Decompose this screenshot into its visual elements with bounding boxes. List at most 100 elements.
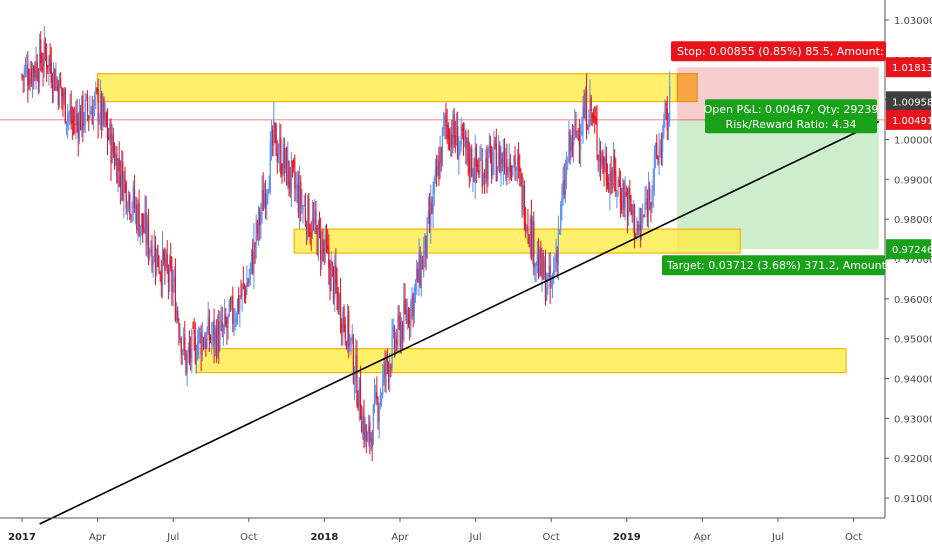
candle xyxy=(568,131,570,162)
candle xyxy=(274,122,276,127)
candle xyxy=(241,284,243,296)
candle xyxy=(218,321,220,352)
candle xyxy=(240,296,242,298)
candle xyxy=(56,81,58,83)
candle xyxy=(603,165,605,173)
candle xyxy=(222,325,225,332)
candle xyxy=(65,121,68,125)
candle xyxy=(342,311,344,336)
candle xyxy=(491,150,493,177)
candle xyxy=(630,196,632,210)
candle xyxy=(667,119,670,128)
candle xyxy=(405,309,407,321)
candle xyxy=(369,422,371,442)
candle xyxy=(457,126,459,160)
candle xyxy=(94,95,96,106)
candle xyxy=(645,202,647,205)
candle xyxy=(254,243,256,248)
candle xyxy=(256,223,258,234)
candle xyxy=(76,114,78,120)
candle xyxy=(443,123,445,130)
candle xyxy=(269,143,271,192)
candle xyxy=(623,182,625,207)
candle xyxy=(58,76,61,108)
candle xyxy=(580,138,582,151)
candle xyxy=(29,72,31,87)
candle xyxy=(557,233,559,265)
candle xyxy=(565,161,568,175)
target-banner xyxy=(662,255,885,276)
plot-area[interactable] xyxy=(0,26,885,525)
candle xyxy=(235,318,237,323)
candle xyxy=(469,147,472,176)
candle xyxy=(343,307,345,328)
candle xyxy=(669,86,671,123)
candle xyxy=(354,382,356,384)
candle xyxy=(309,233,311,236)
candle xyxy=(516,159,518,170)
candle xyxy=(289,181,291,188)
candle xyxy=(502,151,504,168)
price-tag-label: 0.97246 xyxy=(892,245,932,256)
candle xyxy=(329,265,331,289)
candle xyxy=(467,137,469,163)
candle xyxy=(480,159,482,161)
candle xyxy=(123,176,125,202)
candle xyxy=(24,66,27,74)
candle xyxy=(344,324,346,339)
candle xyxy=(303,205,305,207)
candle xyxy=(261,190,263,210)
candle xyxy=(191,330,193,362)
candle xyxy=(324,233,326,251)
candle xyxy=(54,69,56,91)
price-tag-label: 1.00958 xyxy=(892,97,932,108)
time-tick-label: 2017 xyxy=(8,532,36,543)
candle xyxy=(460,124,462,144)
candle xyxy=(628,189,630,217)
candle xyxy=(407,312,410,325)
price-axis[interactable]: 1.030001.020001.010001.000000.990000.980… xyxy=(884,0,932,550)
stop-banner-text: Stop: 0.00855 (0.85%) 85.5, Amount: 750 xyxy=(677,45,908,58)
candle xyxy=(615,171,617,192)
candle xyxy=(461,128,463,132)
candle xyxy=(478,169,480,175)
candle xyxy=(476,164,479,167)
candle xyxy=(284,148,287,166)
candle xyxy=(48,56,50,68)
candle xyxy=(211,336,213,341)
candle xyxy=(295,186,297,191)
candle xyxy=(104,111,106,119)
candle xyxy=(112,136,114,153)
candle xyxy=(293,160,295,169)
candle xyxy=(539,248,541,274)
time-axis[interactable]: 2017 Apr Jul Oct 2018 Apr Jul Oct 2019 Apr Jul Oct xyxy=(0,517,885,543)
price-tick-label: 0.93000 xyxy=(894,414,932,425)
candle xyxy=(220,319,222,324)
candle xyxy=(534,265,536,267)
candle xyxy=(85,95,88,99)
candle xyxy=(184,337,186,351)
candle xyxy=(535,262,537,267)
price-tag xyxy=(886,57,931,78)
candle xyxy=(599,150,602,167)
candle xyxy=(435,166,438,178)
candle xyxy=(219,323,221,350)
candle xyxy=(150,249,152,253)
candle xyxy=(38,41,41,84)
candle xyxy=(505,162,507,169)
candle xyxy=(282,144,284,175)
candle xyxy=(558,230,561,232)
candle xyxy=(144,211,146,230)
candle xyxy=(171,266,173,292)
candle xyxy=(366,435,369,442)
zone-resistance xyxy=(96,73,696,103)
candle xyxy=(242,282,244,284)
candle xyxy=(592,114,595,118)
candle xyxy=(651,190,653,208)
candle xyxy=(439,149,441,177)
candle xyxy=(146,221,148,245)
candle xyxy=(192,326,194,329)
candle xyxy=(570,137,572,153)
candle xyxy=(358,377,360,407)
